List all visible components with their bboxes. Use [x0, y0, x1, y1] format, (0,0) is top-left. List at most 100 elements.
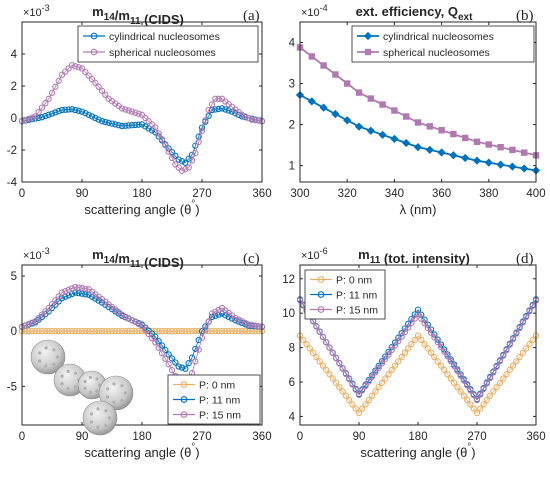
data-point: [98, 328, 106, 335]
data-point: [88, 113, 96, 120]
data-point: [85, 111, 92, 118]
data-point: [22, 116, 29, 124]
data-point: [75, 284, 82, 291]
data-point: [90, 32, 98, 40]
data-point: [192, 328, 199, 335]
data-point: [405, 345, 412, 352]
data-point: [105, 119, 112, 126]
data-point: [355, 409, 363, 417]
data-point: [355, 391, 363, 399]
data-point: [205, 328, 212, 335]
panel-label: (d): [516, 251, 534, 267]
nucleosome-illustration: [30, 339, 134, 436]
data-point: [85, 72, 92, 79]
sphere-texture: [107, 416, 111, 420]
sphere-texture: [95, 389, 99, 393]
data-point: [108, 328, 116, 335]
data-point: [519, 319, 527, 326]
data-point: [477, 405, 484, 412]
data-point: [437, 148, 446, 157]
y-tick-label: 1: [289, 161, 295, 173]
data-point: [355, 89, 363, 96]
data-point: [529, 336, 536, 343]
data-point: [447, 357, 454, 365]
data-point: [45, 328, 52, 335]
series-1: [18, 62, 266, 174]
data-point: [88, 76, 96, 83]
data-point: [118, 122, 126, 130]
data-point: [457, 372, 464, 379]
data-point: [68, 106, 76, 113]
legend-entry: cylindrical nucleosomes: [109, 31, 220, 43]
data-point: [461, 134, 469, 142]
y-multiplier: ×10-4: [301, 3, 328, 19]
data-point: [519, 349, 527, 356]
data-point: [62, 328, 69, 335]
data-point: [426, 123, 434, 130]
legend: P: 0 nm P: 11 nm P: 15 nm: [304, 269, 386, 320]
data-point: [497, 143, 504, 151]
data-point: [108, 120, 116, 127]
data-point: [208, 310, 216, 317]
data-point: [48, 328, 56, 335]
data-point: [95, 328, 102, 335]
data-point: [42, 100, 49, 107]
data-point: [192, 150, 199, 157]
panel-label: (a): [243, 8, 260, 24]
data-point: [162, 355, 169, 362]
data-point: [72, 63, 79, 70]
data-point: [368, 373, 376, 381]
data-point: [92, 114, 99, 122]
data-point: [331, 109, 340, 119]
data-point: [38, 328, 46, 335]
data-point: [359, 405, 366, 412]
sphere-texture: [95, 377, 99, 381]
data-point: [496, 160, 505, 169]
data-point: [506, 366, 513, 374]
x-tick-label: 360: [252, 431, 271, 443]
data-point: [132, 121, 139, 129]
data-point: [306, 345, 313, 352]
data-point: [58, 328, 66, 335]
data-point: [48, 89, 56, 96]
series-line: [299, 300, 537, 401]
data-point: [513, 330, 520, 337]
data-point: [132, 109, 139, 116]
data-point: [408, 340, 415, 348]
data-point: [125, 107, 132, 114]
data-point: [125, 122, 132, 129]
data-point: [32, 113, 39, 120]
data-point: [78, 285, 86, 292]
data-point: [215, 306, 222, 314]
data-point: [473, 396, 481, 404]
data-point: [205, 106, 212, 114]
sphere-texture: [88, 390, 92, 395]
data-point: [168, 367, 176, 374]
data-point: [329, 349, 336, 356]
y-tick-label: 4: [289, 411, 296, 423]
data-point: [378, 360, 386, 367]
data-point: [401, 328, 409, 336]
data-point: [472, 156, 482, 165]
data-point: [401, 349, 409, 356]
data-point: [52, 328, 59, 335]
data-point: [222, 106, 229, 113]
data-point: [162, 346, 169, 354]
data-point: [180, 411, 188, 418]
data-point: [218, 105, 226, 112]
data-point: [48, 304, 56, 312]
data-point: [135, 320, 142, 328]
data-point: [175, 363, 182, 370]
data-point: [35, 108, 42, 116]
legend-entry: spherical nucleosomes: [109, 47, 216, 59]
data-point: [352, 386, 359, 393]
data-point: [215, 105, 222, 113]
data-point: [473, 409, 481, 417]
data-point: [182, 365, 189, 372]
legend-entry: P: 11 nm: [336, 290, 377, 302]
data-point: [454, 384, 461, 391]
data-point: [38, 114, 46, 121]
data-point: [52, 109, 59, 116]
x-tick-label: 90: [76, 188, 89, 200]
chart-panel-c: 0 90 180 270 360 -5 0 5 m14/m11 (CIDS) ×10-3 (c) sc…: [7, 246, 272, 460]
